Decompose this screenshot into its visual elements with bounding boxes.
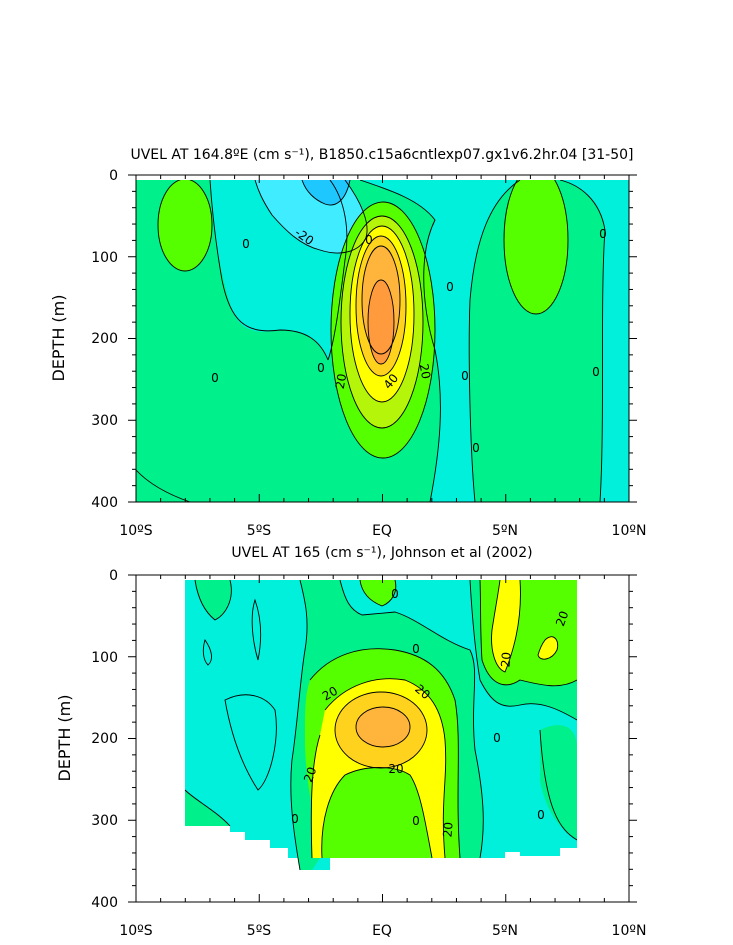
bottom-fill-south-blob	[195, 580, 232, 620]
top-ytick-label: 400	[91, 495, 118, 511]
top-axis-ticks	[128, 174, 637, 503]
bottom-clabel-2: 0	[412, 642, 420, 656]
top-xtick-label: 5ºS	[247, 523, 272, 539]
bottom-ytick-label: 200	[91, 731, 118, 747]
top-ytick-label: 300	[91, 413, 118, 429]
bottom-fill-southwest	[185, 790, 230, 826]
top-ytick-label: 0	[109, 168, 118, 184]
bottom-clabel-9: 20	[301, 765, 319, 784]
bottom-y-axis-label: DEPTH (m)	[55, 694, 74, 781]
bottom-clabel-6: 0	[537, 808, 545, 822]
top-clabel-9: 0	[592, 365, 600, 379]
top-clabel-8: 0	[461, 369, 469, 383]
top-xtick-label: 5ºN	[492, 523, 518, 539]
bottom-clabel-1: 0	[391, 587, 399, 601]
bottom-ytick-label: 300	[91, 813, 118, 829]
top-fill-westward-core	[302, 180, 350, 205]
bottom-ytick-label: 400	[91, 895, 118, 911]
bottom-axis-ticks	[128, 574, 637, 903]
top-chart-title: UVEL AT 164.8ºE (cm s⁻¹), B1850.c15a6cnt…	[130, 147, 633, 163]
top-clabel-4: 0	[446, 280, 454, 294]
bottom-y-tick-labels: 0 100 200 300 400	[91, 568, 118, 911]
bottom-clabel-3: 0	[493, 731, 501, 745]
top-y-axis-label: DEPTH (m)	[49, 294, 68, 381]
bottom-fill-north-jet-20	[491, 580, 521, 672]
top-ytick-label: 100	[91, 250, 118, 266]
top-xtick-label: 10ºS	[119, 523, 152, 539]
top-clabel-13: 0	[472, 441, 480, 455]
bottom-xtick-label: 10ºN	[612, 923, 647, 939]
bottom-clabel-11: 20	[440, 821, 455, 837]
top-clabel-6: 0	[211, 371, 219, 385]
top-clabel-7: 0	[317, 361, 325, 375]
bottom-contour-fill	[184, 579, 578, 871]
top-panel: UVEL AT 164.8ºE (cm s⁻¹), B1850.c15a6cnt…	[49, 147, 646, 539]
top-fill-negative-band-north	[360, 180, 520, 502]
bottom-fill-east	[540, 725, 577, 840]
bottom-clabel-7: 20	[320, 684, 340, 704]
bottom-fill-north-patch-20	[538, 636, 558, 660]
bottom-clabel-4: 0	[291, 812, 299, 826]
top-fill-eastward-north	[504, 180, 568, 314]
bottom-ytick-label: 100	[91, 650, 118, 666]
top-y-tick-labels: 0 100 200 300 400	[91, 168, 118, 511]
top-fill-euc-60	[368, 280, 394, 364]
top-contour-fill	[136, 180, 629, 502]
bottom-contour-lines	[184, 579, 578, 871]
top-contour-lines	[136, 180, 606, 502]
top-x-tick-labels: 10ºS 5ºS EQ 5ºN 10ºN	[119, 523, 646, 539]
bottom-clabel-13: 20	[553, 609, 571, 628]
top-clabel-10: 20	[333, 373, 349, 390]
top-xtick-label: EQ	[372, 523, 392, 539]
bottom-clabel-10: 20	[388, 762, 403, 776]
bottom-clabel-12: 20	[498, 651, 513, 667]
top-ytick-label: 200	[91, 331, 118, 347]
bottom-xtick-label: 5ºS	[247, 923, 272, 939]
top-clabel-2: 0	[242, 237, 250, 251]
bottom-contour-labels: 0 0 0 0 0 0 20 20 20 20 20 20 20	[291, 587, 571, 838]
bottom-xtick-label: 5ºN	[492, 923, 518, 939]
bottom-xtick-label: 10ºS	[119, 923, 152, 939]
bottom-fill-surface-jet	[360, 580, 396, 606]
top-fill-negative-band-east	[560, 180, 629, 502]
bottom-clabel-5: 0	[412, 814, 420, 828]
bottom-xtick-label: EQ	[372, 923, 392, 939]
top-fill-eastward-south	[158, 180, 212, 271]
bottom-x-tick-labels: 10ºS 5ºS EQ 5ºN 10ºN	[119, 923, 646, 939]
top-clabel-11: 20	[417, 363, 433, 380]
top-xtick-label: 10ºN	[612, 523, 647, 539]
bottom-ytick-label: 0	[109, 568, 118, 584]
top-clabel-5: 0	[599, 227, 607, 241]
top-clabel-3: 0	[365, 233, 373, 247]
bottom-panel: UVEL AT 165 (cm s⁻¹), Johnson et al (200…	[55, 545, 646, 939]
bottom-chart-title: UVEL AT 165 (cm s⁻¹), Johnson et al (200…	[231, 545, 532, 561]
bottom-fill-euc-40	[356, 707, 410, 747]
